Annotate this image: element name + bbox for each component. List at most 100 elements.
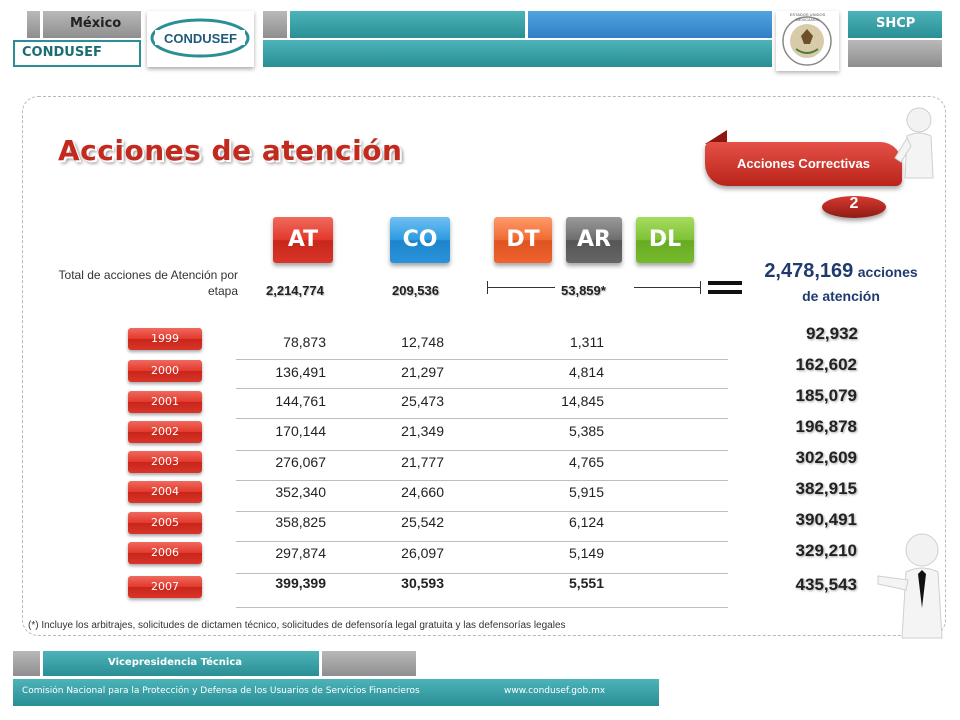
grand-total: 2,478,169 acciones bbox=[736, 260, 946, 283]
year-badge-2005: 2005 bbox=[128, 512, 202, 534]
logo-text: CONDUSEF bbox=[164, 31, 237, 46]
acciones-correctivas-ribbon bbox=[705, 142, 902, 186]
row-divider bbox=[236, 418, 728, 419]
row-total-2004: 382,915 bbox=[795, 479, 857, 498]
header-bar-teal bbox=[290, 11, 525, 38]
cell-dt-2006: 5,149 bbox=[568, 545, 604, 561]
shcp-label: SHCP bbox=[876, 16, 916, 31]
bracket-tick-right bbox=[700, 281, 701, 294]
row-total-2002: 196,878 bbox=[795, 417, 857, 436]
cell-co-2006: 26,097 bbox=[401, 545, 444, 561]
total-dt-ar-dl: 53,859* bbox=[561, 283, 606, 298]
stage-totals-label: Total de acciones de Atención por etapa bbox=[58, 268, 238, 298]
grand-total-unit-line2: de atención bbox=[802, 288, 880, 304]
footer-section-bar bbox=[43, 651, 319, 676]
grand-total-unit: acciones bbox=[857, 264, 918, 280]
row-divider bbox=[236, 541, 728, 542]
total-at: 2,214,774 bbox=[266, 283, 324, 298]
cell-co-2005: 25,542 bbox=[401, 514, 444, 530]
cell-at-1999: 78,873 bbox=[283, 334, 326, 350]
ribbon-number: 2 bbox=[849, 195, 859, 212]
seal-text: ESTADOS UNIDOS MEXICANOS bbox=[789, 12, 826, 22]
page-title: Acciones de atención bbox=[58, 134, 403, 167]
row-divider bbox=[236, 511, 728, 512]
condusef-label: CONDUSEF bbox=[22, 45, 102, 60]
row-total-2001: 185,079 bbox=[795, 386, 857, 405]
equals-bar-bottom bbox=[708, 290, 742, 294]
cell-at-2001: 144,761 bbox=[275, 393, 326, 409]
row-total-2006: 329,210 bbox=[795, 541, 857, 560]
footer-section-label: Vicepresidencia Técnica bbox=[108, 657, 243, 668]
cell-co-2003: 21,777 bbox=[401, 454, 444, 470]
cell-at-2006: 297,874 bbox=[275, 545, 326, 561]
cell-co-2002: 21,349 bbox=[401, 423, 444, 439]
row-divider bbox=[236, 480, 728, 481]
year-badge-2007: 2007 bbox=[128, 576, 202, 598]
stage-badge-co: CO bbox=[390, 217, 450, 263]
header-bar-mexico bbox=[27, 11, 40, 38]
cell-co-1999: 12,748 bbox=[401, 334, 444, 350]
cell-dt-2003: 4,765 bbox=[568, 454, 604, 470]
header-condusef-bar bbox=[13, 40, 141, 67]
stage-badge-at: AT bbox=[273, 217, 333, 263]
row-total-2005: 390,491 bbox=[795, 510, 857, 529]
header-bar-gray-right bbox=[848, 40, 942, 67]
figure-top-icon bbox=[894, 107, 934, 179]
grand-total-value: 2,478,169 bbox=[764, 260, 854, 282]
total-co: 209,536 bbox=[392, 283, 439, 298]
row-total-1999: 92,932 bbox=[806, 324, 858, 343]
year-badge-2003: 2003 bbox=[128, 451, 202, 473]
ribbon-fold bbox=[705, 130, 727, 144]
cell-at-2007: 399,399 bbox=[275, 575, 326, 591]
bracket-line-left bbox=[487, 287, 555, 288]
stage-badge-dl: DL bbox=[636, 217, 694, 263]
header-bar-mexico-wide bbox=[43, 11, 141, 38]
bracket-line-right bbox=[634, 287, 700, 288]
header-bar-gray-1 bbox=[263, 11, 287, 38]
year-badge-2006: 2006 bbox=[128, 542, 202, 564]
cell-co-2001: 25,473 bbox=[401, 393, 444, 409]
year-badge-2002: 2002 bbox=[128, 421, 202, 443]
stage-badge-dt: DT bbox=[494, 217, 552, 263]
cell-dt-2000: 4,814 bbox=[568, 364, 604, 380]
header-shcp-bar bbox=[848, 11, 942, 38]
row-divider bbox=[236, 573, 728, 574]
footer-bar-gray-left bbox=[13, 651, 40, 676]
header-bar-blue bbox=[528, 11, 772, 38]
cell-dt-2002: 5,385 bbox=[568, 423, 604, 439]
year-badge-2001: 2001 bbox=[128, 391, 202, 413]
row-divider bbox=[236, 607, 728, 608]
row-divider bbox=[236, 359, 728, 360]
year-badge-2000: 2000 bbox=[128, 360, 202, 382]
cell-dt-2007: 5,551 bbox=[568, 575, 604, 591]
content-frame bbox=[22, 96, 946, 636]
row-total-2007: 435,543 bbox=[795, 575, 857, 594]
cell-at-2004: 352,340 bbox=[275, 484, 326, 500]
stage-badge-ar: AR bbox=[566, 217, 622, 263]
row-divider bbox=[236, 388, 728, 389]
footer-org-label: Comisión Nacional para la Protección y D… bbox=[22, 686, 420, 696]
cell-at-2002: 170,144 bbox=[275, 423, 326, 439]
header-bar-teal-2 bbox=[263, 40, 772, 67]
cell-at-2005: 358,825 bbox=[275, 514, 326, 530]
row-divider bbox=[236, 450, 728, 451]
cell-dt-2004: 5,915 bbox=[568, 484, 604, 500]
footer-url: www.condusef.gob.mx bbox=[504, 686, 606, 696]
row-total-2000: 162,602 bbox=[795, 355, 857, 374]
cell-at-2003: 276,067 bbox=[275, 454, 326, 470]
seal-logo: ESTADOS UNIDOS MEXICANOS bbox=[776, 11, 839, 71]
cell-dt-1999: 1,311 bbox=[570, 334, 604, 350]
cell-co-2004: 24,660 bbox=[401, 484, 444, 500]
ribbon-disc bbox=[822, 196, 886, 218]
year-badge-1999: 1999 bbox=[128, 328, 202, 350]
ribbon-label: Acciones Correctivas bbox=[737, 156, 870, 171]
cell-dt-2005: 6,124 bbox=[568, 514, 604, 530]
condusef-logo: CONDUSEF bbox=[147, 11, 254, 67]
cell-co-2000: 21,297 bbox=[401, 364, 444, 380]
equals-bar-top bbox=[708, 281, 742, 285]
cell-dt-2001: 14,845 bbox=[561, 393, 604, 409]
year-badge-2004: 2004 bbox=[128, 481, 202, 503]
mexico-label: México bbox=[70, 16, 122, 31]
row-total-2003: 302,609 bbox=[795, 448, 857, 467]
presenter-figure-icon bbox=[877, 533, 943, 639]
